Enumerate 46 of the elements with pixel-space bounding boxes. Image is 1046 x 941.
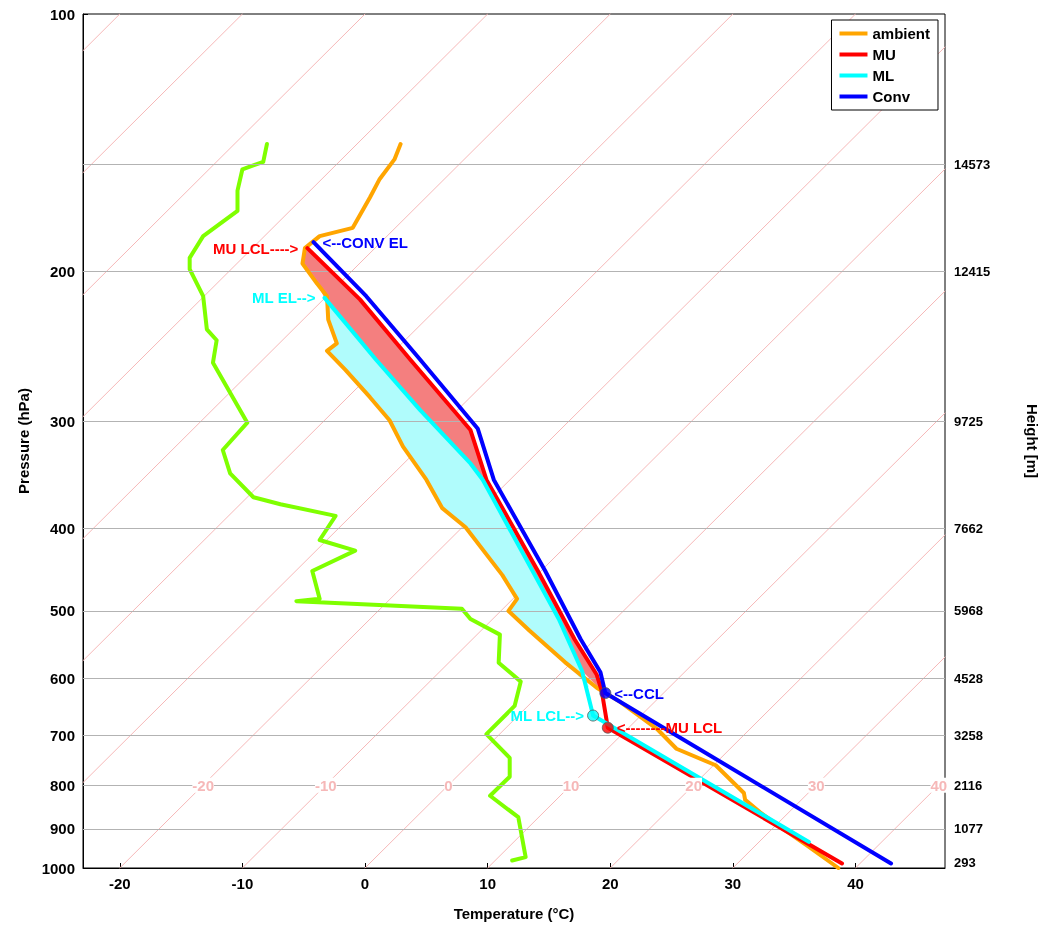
annotation: 12415 (954, 263, 991, 279)
legend-label: ML (872, 67, 895, 84)
annotation: ML EL--> (252, 289, 316, 307)
legend-label: MU (872, 46, 896, 63)
legend-label: ambient (872, 25, 931, 42)
x-tick-label: 30 (724, 875, 742, 892)
x-tick-label: -20 (108, 875, 131, 892)
annotation: ML LCL--> (510, 707, 585, 725)
y-tick-label: 1000 (41, 859, 75, 877)
annotation: 4528 (954, 671, 983, 687)
annotation: 10 (562, 776, 580, 794)
x-tick-label: -10 (231, 875, 254, 892)
y-tick-label: 200 (49, 262, 75, 280)
y-tick-label: 400 (49, 519, 75, 537)
annotation: 14573 (954, 156, 991, 172)
y-tick-label: 800 (49, 776, 75, 794)
y-tick-label: 500 (49, 602, 75, 620)
x-tick-label: 0 (360, 875, 370, 892)
y-tick-label: 900 (49, 820, 75, 838)
annotation: 1077 (954, 821, 983, 837)
y-tick-label: 600 (49, 670, 75, 688)
x-tick-label: 20 (601, 875, 619, 892)
y-axis-title: Pressure (hPa) (14, 388, 32, 494)
text: Height [m] (1023, 403, 1041, 479)
x-tick-label: 40 (847, 875, 864, 892)
annotation: 0 (444, 776, 453, 794)
annotation: 3258 (954, 728, 983, 744)
y-tick-label: 100 (49, 5, 75, 23)
y-tick-label: 300 (49, 412, 75, 430)
annotation: 40 (930, 776, 948, 794)
annotation: <--CONV EL (322, 233, 408, 251)
annotation: MU LCL----> (212, 239, 299, 257)
annotation: -20 (192, 776, 215, 794)
annotation: 20 (685, 776, 702, 794)
annotation: -10 (314, 776, 337, 794)
annotation: 30 (807, 776, 825, 794)
annotation: 2116 (954, 777, 983, 793)
annotation: 5968 (954, 603, 983, 619)
annotation: <--CCL (614, 684, 664, 702)
x-tick-label: 10 (479, 875, 496, 892)
annotation: 9725 (954, 413, 983, 429)
text: 293 (954, 854, 976, 870)
x-axis-title: Temperature (°C) (453, 905, 575, 922)
y-tick-label: 700 (49, 727, 75, 745)
legend-label: Conv (872, 88, 911, 105)
annotation: 7662 (954, 520, 983, 536)
